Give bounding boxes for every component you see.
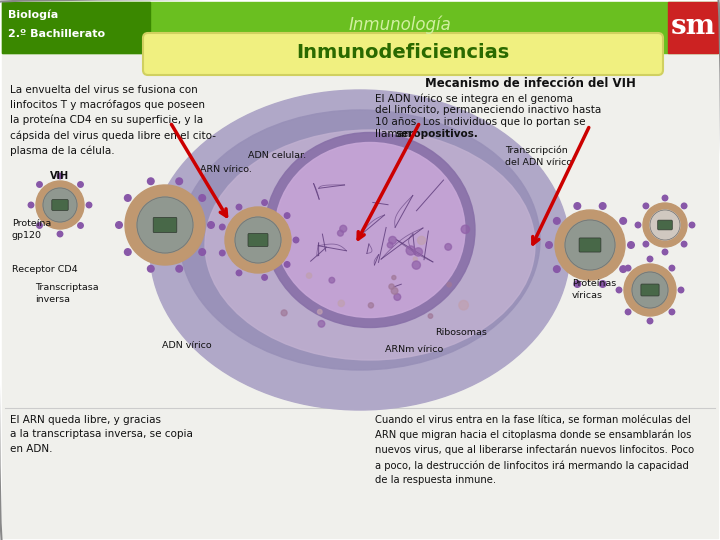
Circle shape (392, 275, 396, 280)
Text: Ribosomas: Ribosomas (435, 328, 487, 337)
Circle shape (413, 261, 420, 269)
Circle shape (647, 318, 653, 324)
FancyBboxPatch shape (641, 284, 659, 296)
Ellipse shape (180, 110, 540, 370)
Text: ADN vírico: ADN vírico (162, 341, 212, 350)
Circle shape (236, 270, 242, 275)
Text: Transcriptasa
inversa: Transcriptasa inversa (35, 283, 99, 304)
Circle shape (340, 225, 347, 232)
Circle shape (574, 281, 580, 287)
Circle shape (86, 202, 91, 208)
Circle shape (628, 242, 634, 248)
Text: La envuelta del virus se fusiona con
linfocitos T y macrófagos que poseen
la pro: La envuelta del virus se fusiona con lin… (10, 85, 216, 156)
Circle shape (643, 203, 649, 208)
Circle shape (338, 300, 344, 307)
Text: ARN vírico.: ARN vírico. (200, 165, 252, 174)
Circle shape (176, 266, 182, 272)
Circle shape (58, 173, 63, 179)
Text: Transcripción
del ADN vírico: Transcripción del ADN vírico (505, 146, 572, 167)
Circle shape (643, 203, 687, 247)
Circle shape (459, 300, 469, 310)
Circle shape (689, 222, 695, 228)
Circle shape (281, 310, 287, 316)
Circle shape (58, 231, 63, 237)
Text: ARNm vírico: ARNm vírico (385, 345, 444, 354)
Circle shape (414, 248, 423, 256)
Circle shape (681, 241, 687, 247)
Circle shape (137, 197, 193, 253)
Text: del linfocito, permaneciendo inactivo hasta: del linfocito, permaneciendo inactivo ha… (375, 105, 601, 115)
Ellipse shape (150, 90, 570, 410)
Circle shape (78, 182, 84, 187)
Text: Mecanismo de infección del VIH: Mecanismo de infección del VIH (425, 77, 636, 90)
FancyBboxPatch shape (153, 218, 177, 233)
Circle shape (369, 303, 374, 308)
Circle shape (148, 266, 154, 272)
Text: Proteínas
víricas: Proteínas víricas (572, 279, 616, 300)
Circle shape (632, 272, 668, 308)
Circle shape (620, 218, 626, 224)
Text: ADN celular.: ADN celular. (248, 151, 306, 160)
Circle shape (338, 230, 343, 236)
Circle shape (406, 246, 415, 255)
Circle shape (624, 264, 676, 316)
FancyBboxPatch shape (143, 33, 663, 75)
Circle shape (293, 237, 299, 243)
Ellipse shape (275, 143, 465, 318)
Text: El ARN queda libre, y gracias
a la transcriptasa inversa, se copia
en ADN.: El ARN queda libre, y gracias a la trans… (10, 415, 193, 454)
Circle shape (220, 224, 225, 230)
Circle shape (125, 194, 131, 201)
Circle shape (37, 223, 42, 228)
Text: El ADN vírico se integra en el genoma: El ADN vírico se integra en el genoma (375, 93, 573, 104)
Bar (2, 2, 150, 53)
Ellipse shape (205, 130, 535, 360)
Circle shape (574, 202, 580, 210)
Text: llaman: llaman (375, 129, 414, 139)
Circle shape (148, 178, 154, 185)
Bar (2, 2, 718, 53)
Circle shape (669, 265, 675, 271)
Circle shape (643, 241, 649, 247)
Circle shape (284, 262, 290, 267)
Text: Inmunología: Inmunología (348, 16, 451, 34)
Circle shape (565, 220, 615, 270)
Circle shape (220, 250, 225, 256)
Circle shape (428, 314, 433, 318)
Circle shape (445, 244, 451, 250)
Circle shape (599, 281, 606, 287)
FancyBboxPatch shape (657, 220, 672, 230)
Circle shape (36, 181, 84, 229)
Circle shape (413, 257, 418, 261)
Circle shape (43, 188, 77, 222)
Ellipse shape (265, 132, 475, 327)
Circle shape (647, 256, 653, 262)
Circle shape (199, 249, 205, 255)
FancyBboxPatch shape (52, 200, 68, 211)
Circle shape (262, 200, 267, 205)
Circle shape (554, 218, 560, 224)
Circle shape (620, 266, 626, 272)
Circle shape (116, 222, 122, 228)
Circle shape (235, 217, 281, 263)
Circle shape (669, 309, 675, 315)
Circle shape (650, 210, 680, 240)
FancyBboxPatch shape (579, 238, 601, 252)
Circle shape (391, 288, 398, 294)
Text: 10 años. Los individuos que lo portan se: 10 años. Los individuos que lo portan se (375, 117, 585, 127)
Text: Receptor CD4: Receptor CD4 (12, 265, 78, 274)
Circle shape (389, 237, 397, 244)
Text: Biología: Biología (8, 10, 58, 20)
Circle shape (37, 182, 42, 187)
Text: Inmunodeficiencias: Inmunodeficiencias (297, 44, 510, 63)
Circle shape (389, 284, 395, 289)
Text: Proteína
gp120: Proteína gp120 (12, 219, 51, 240)
Text: sm: sm (670, 14, 716, 40)
Circle shape (207, 222, 215, 228)
Circle shape (318, 321, 325, 327)
Text: 2.º Bachillerato: 2.º Bachillerato (8, 29, 105, 39)
Circle shape (318, 309, 322, 314)
Circle shape (387, 242, 393, 248)
Circle shape (626, 309, 631, 315)
Circle shape (546, 242, 552, 248)
